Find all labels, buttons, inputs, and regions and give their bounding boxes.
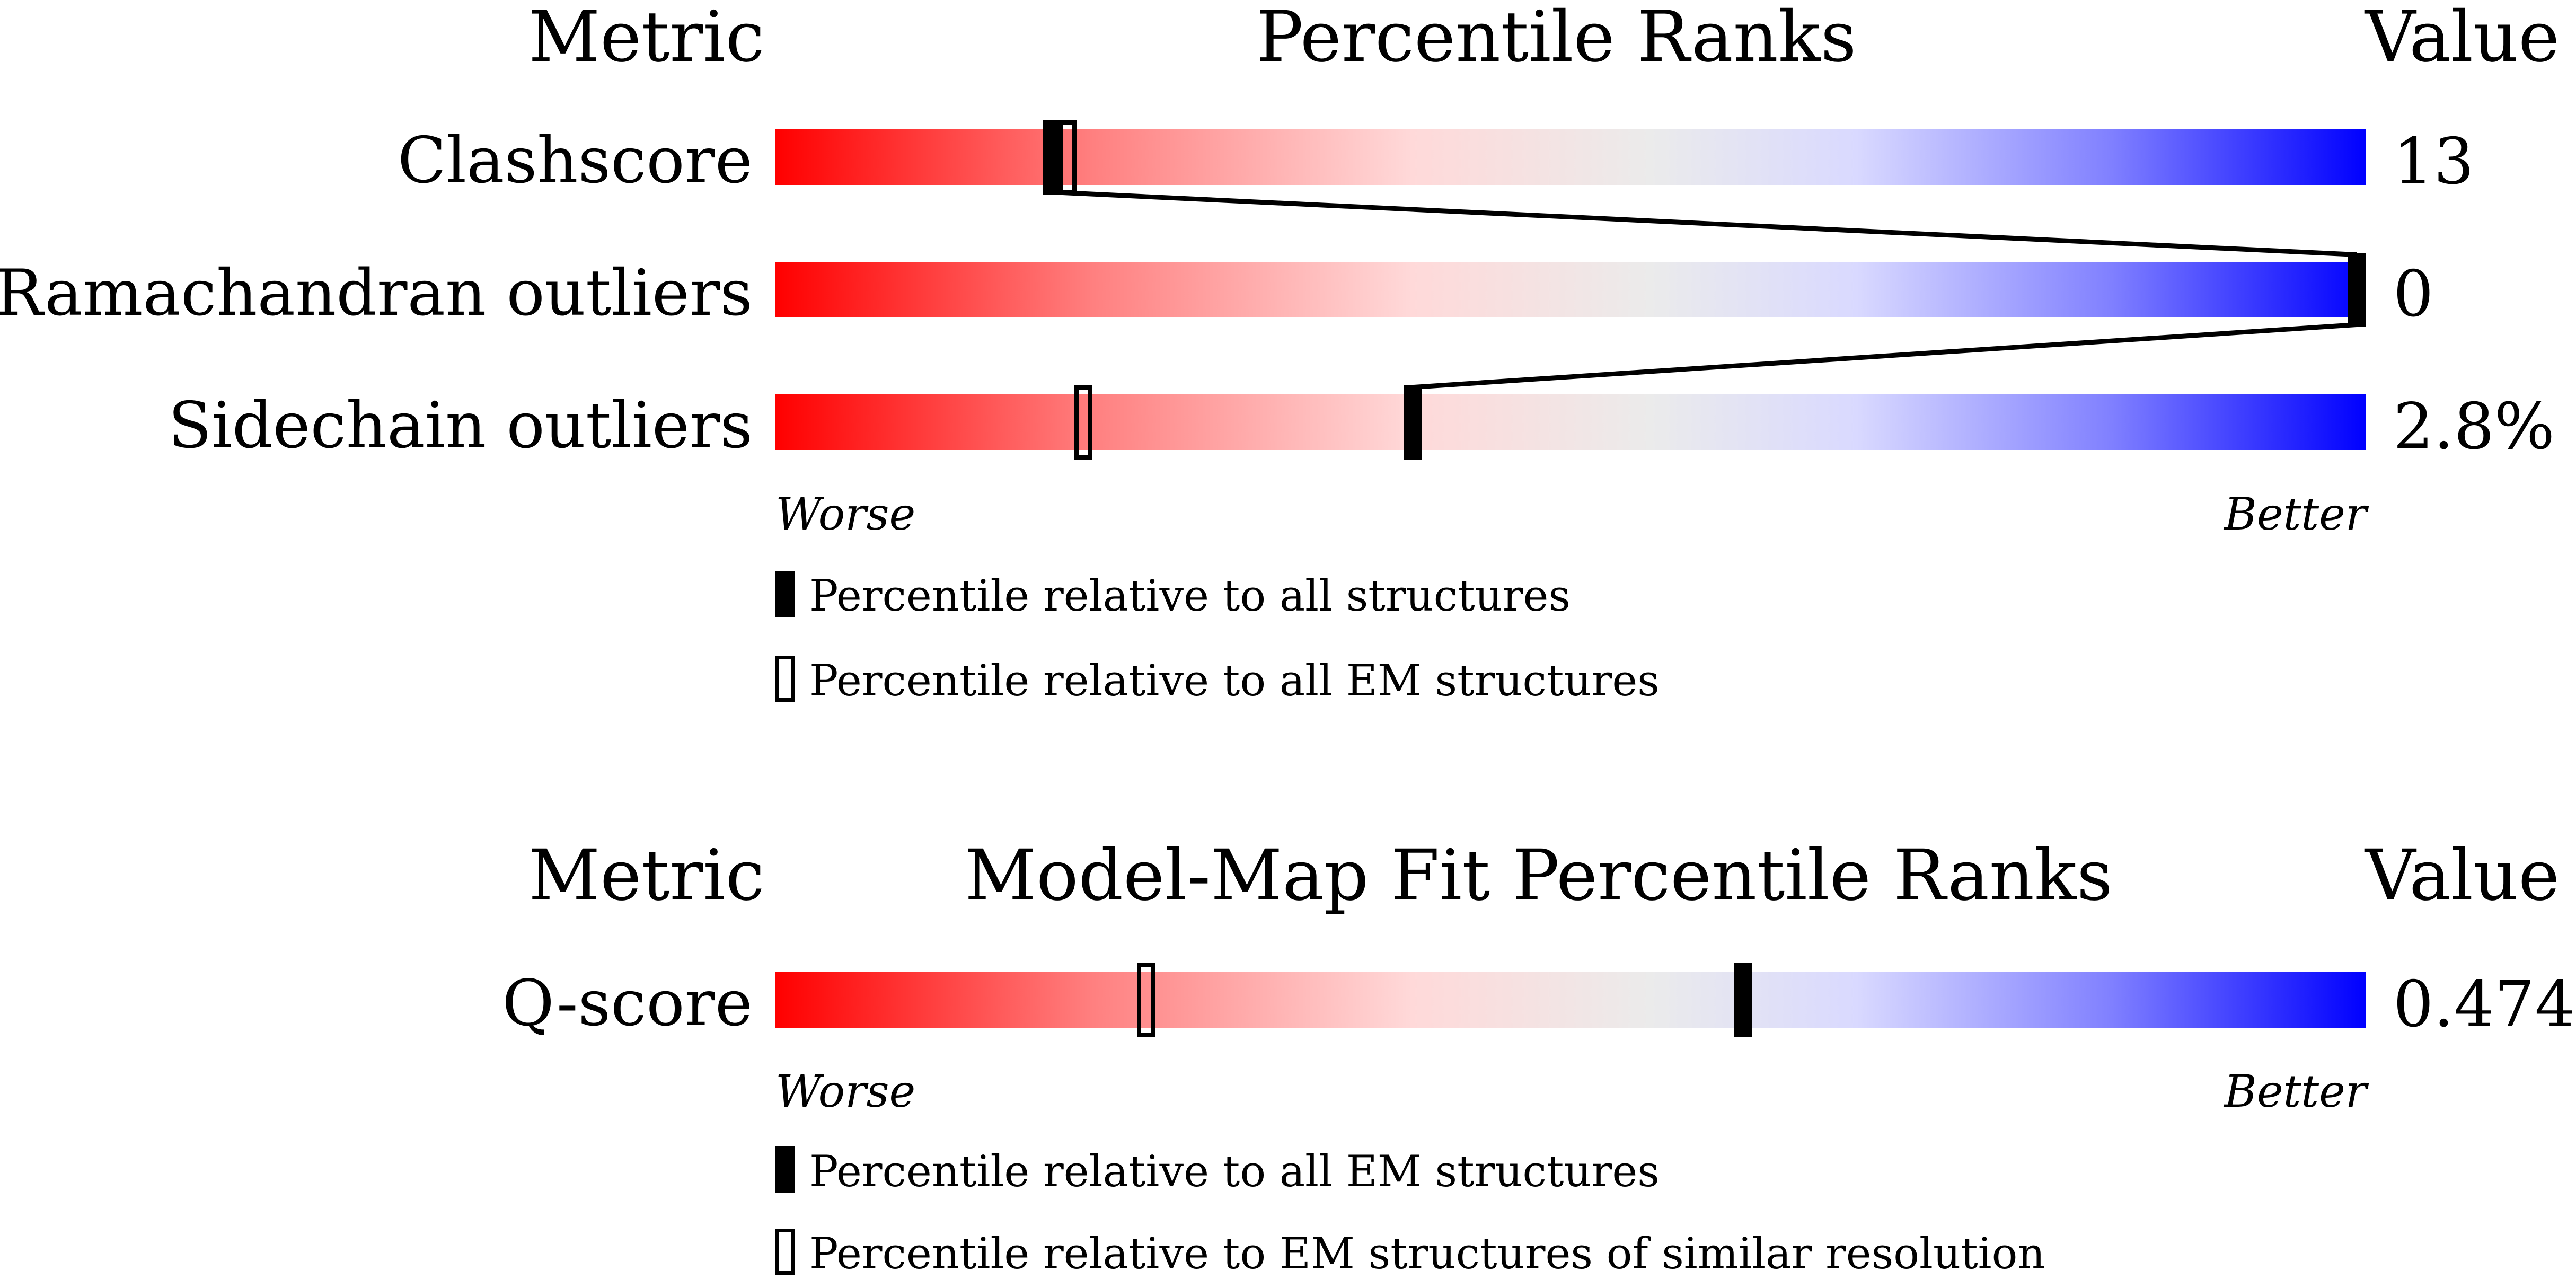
legend-hollow-marker-icon-2 xyxy=(775,1229,795,1275)
chart-title: Percentile Ranks xyxy=(1256,0,1857,78)
value-q-score: 0.474 xyxy=(2393,968,2575,1042)
legend-filled-label: Percentile relative to all structures xyxy=(809,571,1571,621)
axis-better-label-2: Better xyxy=(2224,1065,2367,1117)
percentile-bar-ramachandran-outliers xyxy=(775,262,2366,317)
percentile-bar-q-score xyxy=(775,972,2366,1028)
connector-line-0-1 xyxy=(1413,322,2357,390)
value-header: Value xyxy=(2365,0,2560,78)
marker-filled-clashscore xyxy=(1043,120,1061,195)
marker-hollow-clashscore xyxy=(1058,120,1077,195)
value-sidechain-outliers: 2.8% xyxy=(2393,390,2555,464)
chart-title-2: Model-Map Fit Percentile Ranks xyxy=(965,835,2113,916)
metric-label-sidechain-outliers: Sidechain outliers xyxy=(168,389,753,463)
marker-filled-sidechain-outliers xyxy=(1404,385,1423,460)
legend-filled-marker-icon-2 xyxy=(775,1146,795,1193)
value-clashscore: 13 xyxy=(2393,125,2474,199)
axis-worse-label: Worse xyxy=(775,488,916,540)
legend-filled-marker-icon xyxy=(775,571,795,617)
legend-hollow-label: Percentile relative to all EM structures xyxy=(809,656,1660,706)
metric-label-clashscore: Clashscore xyxy=(397,124,753,198)
percentile-bar-sidechain-outliers xyxy=(775,394,2366,450)
marker-hollow-q-score xyxy=(1137,963,1155,1037)
marker-hollow-sidechain-outliers xyxy=(1074,385,1092,460)
metric-label-q-score: Q-score xyxy=(502,967,753,1040)
value-ramachandran-outliers: 0 xyxy=(2393,258,2434,331)
axis-better-label: Better xyxy=(2224,488,2367,540)
legend-filled-label-2: Percentile relative to all EM structures xyxy=(809,1147,1660,1197)
marker-filled-ramachandran-outliers xyxy=(2348,252,2366,327)
legend-hollow-marker-icon xyxy=(775,656,795,702)
value-header-2: Value xyxy=(2365,835,2560,916)
axis-worse-label-2: Worse xyxy=(775,1065,916,1117)
percentile-bar-clashscore xyxy=(775,129,2366,185)
marker-filled-q-score xyxy=(1734,963,1753,1037)
legend-hollow-label-2: Percentile relative to EM structures of … xyxy=(809,1229,2045,1279)
connector-line-0-0 xyxy=(1052,190,2357,257)
metric-label-ramachandran-outliers: Ramachandran outliers xyxy=(0,257,753,330)
metric-header-2: Metric xyxy=(528,835,765,916)
metric-header: Metric xyxy=(528,0,765,78)
